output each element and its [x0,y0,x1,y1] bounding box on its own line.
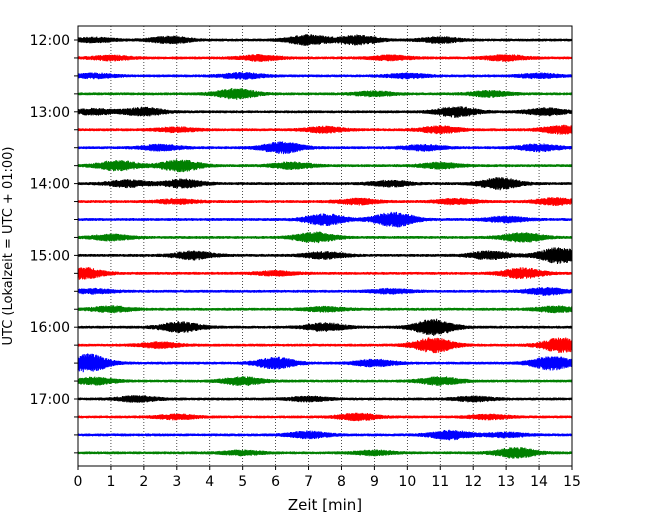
x-axis-ticks: 0 1 2 3 4 5 6 7 8 9 10 11 12 13 14 15 [74,466,581,490]
x-tick-label: 2 [139,474,148,490]
trace-1715 [77,412,573,422]
trace-1515 [77,267,573,280]
trace-1415 [77,197,573,206]
x-tick-label: 10 [398,474,416,490]
y-tick-label: 16:00 [30,320,70,336]
trace-1300 [77,105,573,118]
x-tick-label: 15 [563,474,581,490]
trace-1600 [77,318,573,336]
x-tick-label: 1 [106,474,115,490]
trace-1345 [77,159,573,173]
x-tick-label: 7 [304,474,313,490]
trace-1215 [77,53,573,62]
x-tick-label: 11 [431,474,449,490]
trace-1400 [77,177,573,191]
trace-1730 [77,429,573,441]
trace-1745 [77,447,573,459]
x-tick-label: 5 [238,474,247,490]
trace-1615 [77,337,573,354]
x-tick-label: 14 [530,474,548,490]
grid-lines [110,26,540,466]
seismogram-traces [77,34,573,459]
x-tick-label: 4 [205,474,214,490]
plot-frame [77,25,573,467]
x-tick-label: 8 [337,474,346,490]
trace-1700 [77,395,573,403]
y-tick-label: 17:00 [30,392,70,408]
x-tick-label: 6 [271,474,280,490]
trace-1315 [77,124,573,135]
x-tick-label: 12 [464,474,482,490]
x-tick-label: 3 [172,474,181,490]
x-tick-label: 9 [370,474,379,490]
y-axis-label: UTC (Lokalzeit = UTC + 01:00) [1,147,16,346]
x-tick-label: 0 [74,474,83,490]
trace-1530 [77,286,573,296]
y-tick-label: 14:00 [30,177,70,193]
trace-1330 [77,141,573,155]
x-axis-label: Zeit [min] [288,496,362,514]
y-tick-label: 15:00 [30,248,70,264]
trace-1545 [77,305,573,314]
x-tick-label: 13 [497,474,515,490]
trace-1445 [77,231,573,244]
trace-1630 [77,353,573,373]
y-tick-label: 12:00 [30,33,70,49]
trace-1200 [77,34,573,46]
trace-1500 [77,247,573,264]
trace-1230 [77,71,573,80]
y-axis-ticks: 12:00 13:00 14:00 15:00 16:00 17:00 [30,33,78,454]
trace-1430 [77,211,573,228]
y-tick-label: 13:00 [30,105,70,121]
trace-1245 [77,87,573,100]
trace-1645 [77,376,573,386]
